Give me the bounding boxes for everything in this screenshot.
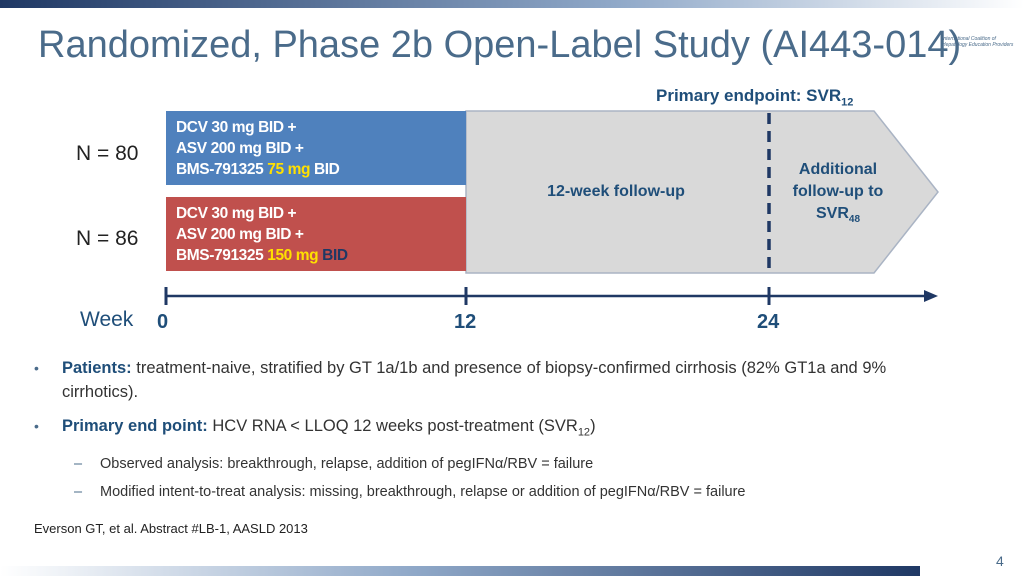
bullet-primary-endpoint: • Primary end point: HCV RNA < LLOQ 12 w… (34, 414, 934, 444)
arm1-dose-highlight: 75 mg (267, 161, 311, 178)
arm2-regimen-box: DCV 30 mg BID + ASV 200 mg BID + BMS-791… (166, 197, 466, 271)
arm1-line3: BMS-791325 75 mg BID (176, 161, 340, 178)
sub-bullet-mitt: – Modified intent-to-treat analysis: mis… (74, 484, 746, 501)
arm2-line2: ASV 200 mg BID + (176, 226, 304, 243)
arm2-line3: BMS-791325 150 mg BID (176, 247, 348, 264)
week-axis-label: Week (80, 308, 134, 331)
page-number: 4 (996, 553, 1004, 569)
study-design-diagram (164, 110, 939, 305)
arm1-regimen-box: DCV 30 mg BID + ASV 200 mg BID + BMS-791… (166, 111, 466, 185)
dash-icon: – (74, 456, 83, 473)
arm1-line1: DCV 30 mg BID + (176, 119, 297, 136)
bullet-dot-icon: • (34, 360, 39, 376)
additional-followup-label: Additional follow-up to SVR48 (792, 161, 884, 226)
bullet-patients: • Patients: treatment-naive, stratified … (34, 356, 934, 404)
citation: Everson GT, et al. Abstract #LB-1, AASLD… (34, 521, 308, 536)
slide-title: Randomized, Phase 2b Open-Label Study (A… (38, 24, 962, 66)
followup-label: 12-week follow-up (547, 183, 685, 200)
arm2-line1: DCV 30 mg BID + (176, 205, 297, 222)
arm1-n-label: N = 80 (76, 142, 139, 165)
sub-bullet-observed: – Observed analysis: breakthrough, relap… (74, 456, 594, 473)
tick-label-12: 12 (454, 311, 477, 333)
tick-label-0: 0 (157, 311, 169, 333)
dash-icon: – (74, 484, 83, 501)
tick-label-24: 24 (757, 311, 780, 333)
bullet-dot-icon: • (34, 418, 39, 434)
top-gradient-bar (0, 0, 1024, 8)
primary-endpoint-label: Primary endpoint: SVR12 (656, 86, 854, 109)
bullet-list: • Patients: treatment-naive, stratified … (34, 356, 934, 510)
followup-arrow-shape (465, 110, 939, 274)
bottom-gradient-bar (0, 566, 920, 576)
timeline-arrowhead (924, 290, 938, 302)
arm2-n-label: N = 86 (76, 227, 139, 250)
arm2-dose-highlight: 150 mg (267, 247, 319, 264)
organization-logo: International Coalition of Hepatology Ed… (942, 36, 1014, 48)
arm1-line2: ASV 200 mg BID + (176, 140, 304, 157)
